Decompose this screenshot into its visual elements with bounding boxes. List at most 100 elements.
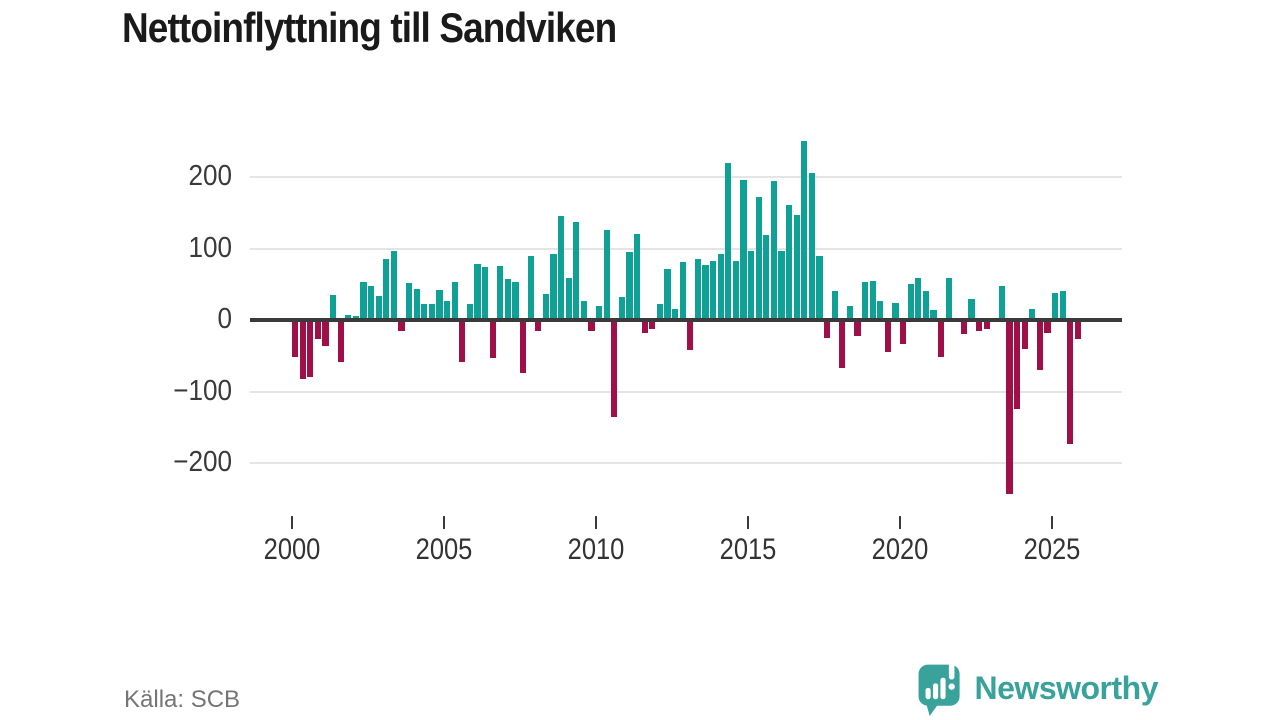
bar-2014K3: [732, 260, 739, 320]
bar-2018K1: [839, 320, 846, 368]
bar-2003K3: [398, 320, 405, 331]
bar-2023K3: [1006, 320, 1013, 494]
bar-2025K2: [1059, 290, 1066, 320]
bar-2014K1: [717, 253, 724, 320]
bar-2022K4: [983, 320, 990, 330]
bar-2001K1: [322, 320, 329, 346]
bar-2002K2: [360, 282, 367, 320]
y-axis-label-100: 100: [188, 231, 232, 264]
bar-2020K4: [922, 291, 929, 320]
bar-2002K4: [375, 295, 382, 320]
bar-2019K3: [884, 320, 891, 352]
bar-2005K2: [451, 282, 458, 320]
bar-2025K4: [1074, 320, 1081, 340]
bar-2007K3: [520, 320, 527, 373]
bar-2024K4: [1044, 320, 1051, 333]
source-label: Källa: SCB: [124, 686, 241, 713]
bar-2017K4: [831, 290, 838, 320]
bar-2021K1: [930, 310, 937, 320]
bar-2003K1: [383, 259, 390, 320]
y-axis-label--200: −200: [173, 446, 232, 478]
bar-2021K2: [938, 320, 945, 357]
x-tick-2025: [1051, 516, 1053, 529]
bar-2020K3: [915, 277, 922, 320]
bar-2011K1: [626, 252, 633, 320]
x-tick-2020: [899, 516, 901, 529]
bar-2006K2: [482, 267, 489, 320]
bar-2010K1: [596, 306, 603, 320]
bar-2007K1: [504, 278, 511, 320]
bar-2004K1: [413, 289, 420, 320]
bar-2023K4: [1014, 320, 1021, 409]
bar-2012K4: [679, 262, 686, 320]
x-axis-label-2015: 2015: [719, 533, 777, 566]
x-tick-2000: [291, 516, 293, 529]
y-axis-label-0: 0: [217, 303, 232, 335]
gridline-200: [250, 176, 1122, 178]
gridline--200: [250, 462, 1122, 464]
bar-2010K3: [611, 320, 618, 418]
bar-2015K3: [763, 234, 770, 320]
bar-2019K4: [892, 302, 899, 320]
bar-2016K2: [786, 204, 793, 320]
bar-2011K2: [634, 233, 641, 320]
bar-2021K3: [945, 277, 952, 320]
newsworthy-logo: Newsworthy: [917, 660, 1159, 716]
bar-2013K4: [710, 261, 717, 320]
bar-2014K4: [740, 179, 747, 320]
bar-2000K3: [307, 320, 314, 377]
bar-2012K1: [656, 304, 663, 320]
bar-2003K2: [390, 250, 397, 320]
bar-2005K1: [444, 301, 451, 320]
bar-2009K1: [565, 277, 572, 320]
bar-2006K3: [489, 320, 496, 358]
bar-2025K3: [1067, 320, 1074, 444]
bar-2003K4: [406, 282, 413, 320]
gridline-100: [250, 247, 1122, 250]
chart-title: Nettoinflyttning till Sandviken: [122, 4, 617, 51]
bar-2008K1: [535, 320, 542, 331]
y-axis-label-200: 200: [188, 160, 232, 192]
bar-2024K1: [1021, 320, 1028, 349]
bar-2024K2: [1029, 309, 1036, 320]
bar-2022K1: [960, 320, 967, 334]
bar-2011K3: [641, 320, 648, 333]
bar-2025K1: [1052, 292, 1059, 320]
bar-2008K4: [558, 215, 565, 320]
bar-2000K1: [292, 320, 299, 357]
bar-2002K3: [368, 286, 375, 320]
bar-2007K2: [512, 282, 519, 320]
bar-2012K3: [672, 308, 679, 320]
bar-2001K3: [337, 320, 344, 362]
bar-2001K4: [345, 315, 352, 320]
bar-2009K3: [580, 300, 587, 320]
x-axis-zero-line: [250, 318, 1122, 322]
bar-2005K3: [459, 320, 466, 362]
bar-2018K3: [854, 320, 861, 337]
bar-2013K2: [694, 258, 701, 320]
x-tick-2015: [747, 516, 749, 529]
bar-2020K2: [907, 284, 914, 321]
bar-2012K2: [664, 268, 671, 320]
bar-2022K2: [968, 298, 975, 320]
bar-2016K1: [778, 250, 785, 320]
bar-2007K4: [527, 256, 534, 320]
bar-2014K2: [725, 162, 732, 320]
x-axis-label-2010: 2010: [567, 533, 625, 566]
bar-2013K3: [702, 264, 709, 320]
bar-2017K1: [808, 172, 815, 320]
bar-2015K2: [755, 197, 762, 320]
bar-2000K4: [314, 320, 321, 339]
bar-2019K1: [869, 280, 876, 320]
bar-2001K2: [330, 295, 337, 320]
bar-2004K2: [421, 303, 428, 320]
bar-2005K4: [466, 303, 473, 320]
bar-2004K3: [428, 304, 435, 320]
bar-2002K1: [352, 315, 359, 320]
x-axis-label-2000: 2000: [263, 533, 321, 566]
newsworthy-speech-bubble-icon: [918, 660, 960, 716]
bar-2000K2: [299, 320, 306, 379]
bar-2010K2: [603, 229, 610, 320]
bar-2019K2: [877, 301, 884, 320]
